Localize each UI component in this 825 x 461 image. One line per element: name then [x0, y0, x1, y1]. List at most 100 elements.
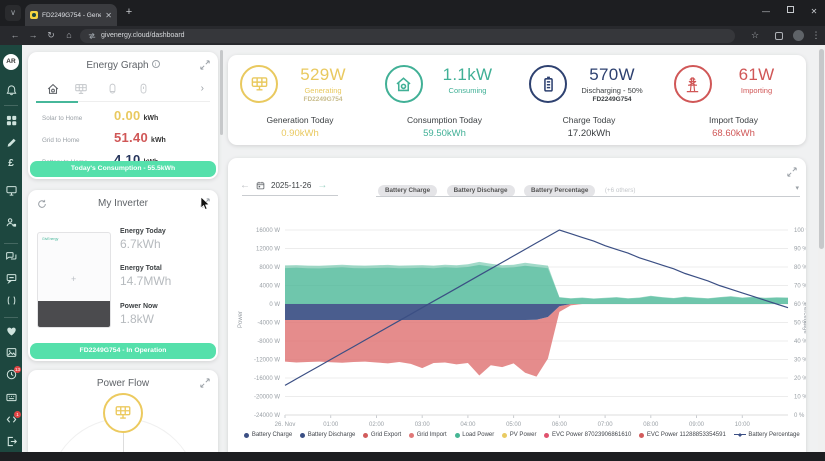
tab-search-chevron-icon[interactable]: ∨ [5, 5, 21, 21]
browser-menu-kebab-icon[interactable]: ⋮ [811, 30, 821, 40]
svg-text:04:00: 04:00 [460, 422, 476, 428]
new-tab-button[interactable]: + [125, 6, 133, 18]
window-scrollbar-thumb[interactable] [819, 49, 824, 249]
browser-tab-strip: ∨ FD2249G754 - General | givene… ✕ + — ✕ [0, 0, 825, 26]
legend-item[interactable]: Grid Import [409, 432, 447, 438]
filter-chip[interactable]: Battery Charge [378, 184, 438, 197]
my-inverter-card: My Inverter GivEnergy + Energy Today 6.7… [28, 190, 218, 361]
my-inverter-title: My Inverter [97, 198, 148, 209]
accounts-people-icon[interactable] [0, 217, 22, 228]
browser-tab[interactable]: FD2249G754 - General | givene… ✕ [25, 4, 117, 26]
api-code-loop-icon[interactable] [0, 295, 22, 306]
prev-day-arrow[interactable]: ← [240, 180, 250, 191]
expand-icon[interactable] [200, 60, 210, 70]
site-info-icon[interactable] [88, 32, 96, 40]
dashboard-icon[interactable] [0, 115, 22, 126]
tank2-tab-icon[interactable] [137, 82, 150, 96]
forward-icon[interactable]: → [28, 30, 38, 40]
edit-pencil-icon[interactable] [0, 137, 22, 148]
bookmark-star-icon[interactable]: ☆ [750, 30, 760, 40]
tabs-chevron-right-icon[interactable]: › [200, 83, 204, 94]
svg-text:0 W: 0 W [269, 302, 280, 308]
user-avatar[interactable]: AR [0, 54, 22, 70]
legend-item[interactable]: Battery Charge [244, 432, 292, 438]
stat-group: 529W Generating FD2249G754 Generation Today… [228, 55, 372, 145]
svg-text:26. Nov: 26. Nov [275, 422, 296, 428]
svg-text:30 %: 30 % [794, 358, 806, 364]
settings-table-icon[interactable] [0, 392, 22, 403]
svg-text:03:00: 03:00 [415, 422, 431, 428]
energy-row-solar: Solar to Home 0.00 kWh [42, 108, 159, 123]
browser-profile-avatar[interactable] [793, 30, 804, 41]
legend-item[interactable]: Battery Percentage [733, 432, 800, 438]
next-day-arrow[interactable]: → [317, 180, 328, 191]
extensions-icon[interactable] [775, 32, 783, 40]
stat-today-label: Consumption Today [407, 115, 482, 125]
reload-icon[interactable]: ↻ [47, 30, 55, 40]
calendar-icon[interactable] [256, 181, 265, 190]
stat-today-label: Generation Today [266, 115, 334, 125]
window-maximize-button[interactable] [782, 6, 798, 15]
home-tab-icon[interactable] [46, 82, 60, 96]
series-filter[interactable]: Battery Charge Battery Discharge Battery… [378, 179, 635, 197]
legend-item[interactable]: Battery Discharge [300, 432, 355, 438]
svg-text:-16000 W: -16000 W [254, 376, 280, 382]
stat-serial: FD2249G754 [592, 96, 632, 103]
back-icon[interactable]: ← [10, 30, 20, 40]
todays-consumption-button[interactable]: Today's Consumption - 55.5kWh [30, 161, 216, 177]
svg-text:8000 W: 8000 W [259, 265, 280, 271]
filter-chip[interactable]: Battery Discharge [446, 184, 515, 197]
info-icon[interactable]: i [151, 60, 160, 68]
remote-monitor-icon[interactable] [0, 185, 22, 196]
filter-chip[interactable]: Battery Percentage [523, 184, 596, 197]
url-bar[interactable]: givenergy.cloud/dashboard [80, 28, 735, 43]
solar-panel-icon [240, 65, 278, 103]
expand-icon[interactable] [200, 378, 210, 388]
svg-text:08:00: 08:00 [643, 422, 659, 428]
tab-close-icon[interactable]: ✕ [105, 10, 112, 20]
legend-item[interactable]: Grid Export [363, 432, 401, 438]
legend-item[interactable]: Load Power [454, 432, 494, 438]
window-close-button[interactable]: ✕ [810, 7, 818, 16]
history-clock-icon[interactable]: 13 [0, 366, 22, 380]
legend-item[interactable]: EVC Power 87023906861610 [544, 432, 631, 438]
sidebar-divider [4, 105, 18, 106]
stat-power-value: 529W [300, 65, 346, 84]
inverter-stat-energy-today: Energy Today 6.7kWh [120, 228, 166, 251]
svg-text:05:00: 05:00 [506, 422, 522, 428]
window-minimize-button[interactable]: — [762, 7, 770, 16]
tank-tab-icon[interactable] [106, 82, 119, 96]
legend-item[interactable]: PV Power [502, 432, 536, 438]
stat-group: 61W Importing Import Today 68.60kWh [662, 55, 806, 145]
energy-graph-title: Energy Graph i [28, 60, 218, 71]
expand-icon[interactable] [787, 167, 797, 177]
forum-chat-icon[interactable] [0, 251, 22, 262]
refresh-icon[interactable] [37, 199, 47, 209]
filter-caret-icon[interactable]: ▾ [795, 185, 799, 192]
svg-text:-4000 W: -4000 W [257, 321, 280, 327]
dev-code-icon[interactable]: 1 [0, 411, 22, 425]
solar-tab-icon[interactable] [74, 82, 88, 96]
sidebar-divider [4, 317, 18, 318]
gallery-image-icon[interactable] [0, 347, 22, 358]
notifications-bell-icon[interactable] [0, 85, 22, 96]
logout-icon[interactable] [0, 436, 22, 447]
energy-chart-plot[interactable]: 16000 W 12000 W 8000 W 4000 W 0 W -4000 W -800… [228, 198, 806, 428]
health-heart-icon[interactable] [0, 326, 22, 337]
stat-power-value: 61W [738, 65, 775, 84]
inverter-status-button[interactable]: FD2249G754 - In Operation [30, 343, 216, 359]
svg-text:09:00: 09:00 [689, 422, 705, 428]
svg-text:100 %: 100 % [794, 228, 806, 234]
power-flow-solar-node[interactable] [103, 393, 143, 433]
window-scrollbar-track[interactable] [818, 45, 825, 452]
date-value[interactable]: 2025-11-26 [271, 181, 312, 190]
clock-badge: 13 [13, 366, 21, 373]
tariff-pound-icon[interactable]: £ [8, 158, 14, 169]
legend-item[interactable]: EVC Power 11288853354591 [639, 432, 726, 438]
inverter-stat-energy-total: Energy Total 14.7MWh [120, 265, 172, 288]
feedback-comment-icon[interactable] [0, 273, 22, 284]
stat-today-value: 0.90kWh [281, 128, 319, 139]
panel-scrollbar-thumb[interactable] [220, 50, 223, 135]
mouse-cursor [200, 197, 210, 210]
home-icon[interactable]: ⌂ [66, 30, 72, 40]
